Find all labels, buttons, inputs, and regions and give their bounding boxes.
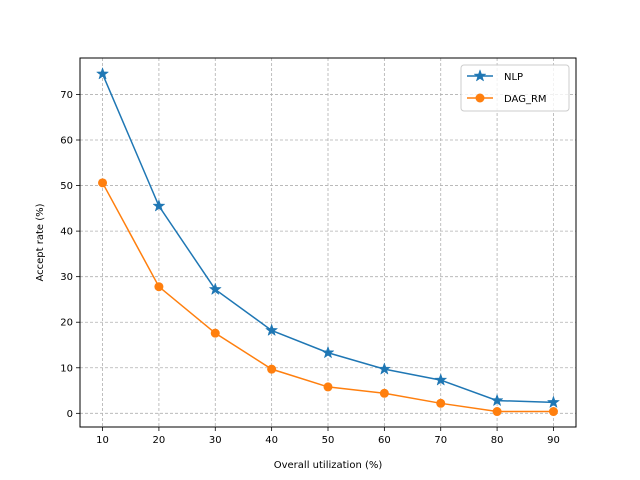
data-point [548,407,558,417]
y-tick-label: 50 [60,181,73,192]
y-tick-label: 70 [60,90,73,101]
axis-ticks: 10 20 30 40 50 60 70 80 90 0 10 20 30 40 50 60 70 [60,90,560,446]
legend-marker [473,69,487,82]
y-tick-label: 10 [60,363,73,374]
y-tick-label: 60 [60,136,73,147]
legend-item: NLP [467,69,523,83]
y-tick-label: 40 [60,227,73,238]
data-point [377,362,391,375]
y-axis-label: Accept rate (%) [35,203,46,281]
data-point [434,373,448,386]
data-point [323,382,333,392]
data-point [436,398,446,408]
data-point [265,323,279,337]
data-point [546,395,561,409]
x-tick-label: 30 [209,435,222,446]
data-point [267,364,277,374]
data-point [321,345,335,359]
series-nlp [95,66,561,409]
legend: NLP DAG_RM [460,64,570,112]
series-line [101,182,554,413]
x-tick-label: 60 [378,435,391,446]
x-tick-label: 90 [547,435,560,446]
data-point [492,407,502,417]
grid [80,58,576,427]
data-point [490,393,504,407]
data-point [154,282,164,292]
x-tick-label: 10 [96,435,109,446]
data-point [208,282,222,296]
y-tick-label: 0 [67,409,73,420]
series-dag-rm [98,178,558,417]
x-tick-label: 40 [265,435,278,446]
data-point [152,199,166,212]
data-point [210,328,220,338]
legend-marker [475,93,485,103]
x-tick-label: 80 [491,435,504,446]
series-layer [95,66,561,417]
legend-label: DAG_RM [504,94,547,105]
legend-label: NLP [504,72,523,83]
data-point [95,66,110,80]
data-point [98,178,108,188]
legend-item: DAG_RM [467,93,547,105]
x-tick-label: 70 [434,435,447,446]
y-tick-label: 30 [60,272,73,283]
x-axis-label: Overall utilization (%) [274,460,383,471]
data-point [379,388,389,398]
x-tick-label: 20 [153,435,166,446]
y-tick-label: 20 [60,318,73,329]
x-tick-label: 50 [322,435,335,446]
